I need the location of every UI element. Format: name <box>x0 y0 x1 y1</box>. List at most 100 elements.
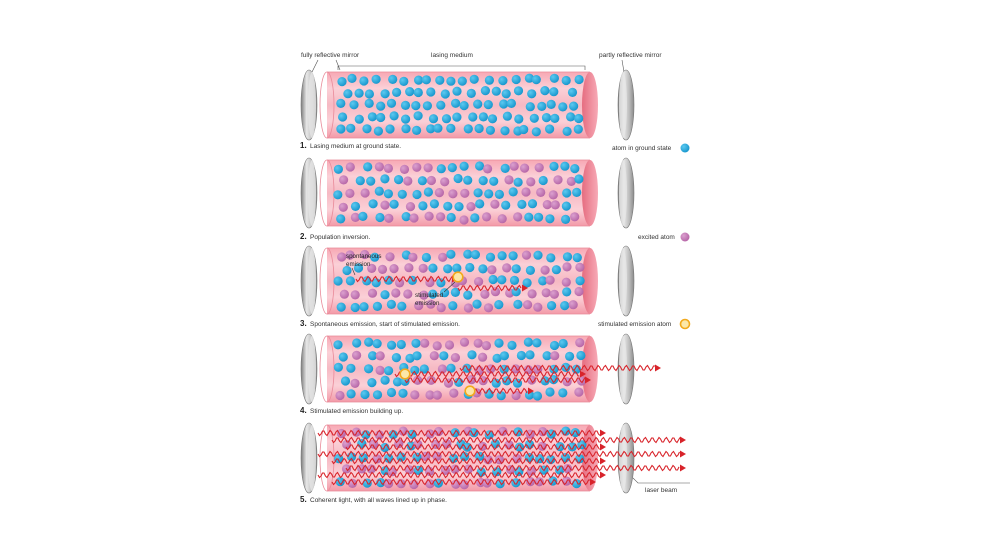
atom <box>368 199 378 209</box>
wave-arrowhead <box>528 387 534 395</box>
atom <box>470 250 480 260</box>
atom <box>337 252 347 262</box>
spontaneous-emission-annotation: spontaneous emission <box>346 253 381 276</box>
atom <box>388 430 398 440</box>
atom <box>463 290 473 300</box>
lasing-medium-tube <box>327 160 590 226</box>
atom <box>549 340 560 351</box>
atom <box>572 253 582 263</box>
atom <box>350 212 360 222</box>
caption-4: 4. Stimulated emission building up. <box>300 406 403 415</box>
ground-state-atom <box>364 89 374 99</box>
annotation-line: emission <box>415 300 440 307</box>
atom <box>396 339 406 350</box>
panel-number: 1. <box>300 141 307 150</box>
mirror-face <box>619 248 627 314</box>
atom <box>524 212 534 222</box>
atom <box>516 350 527 361</box>
ground-state-atom <box>459 101 469 111</box>
atom <box>404 465 414 475</box>
legend-laser-beam: laser beam <box>632 477 690 494</box>
atom <box>350 302 360 313</box>
atom <box>545 214 555 224</box>
atom <box>429 351 439 361</box>
atom <box>412 189 422 200</box>
atom <box>372 301 382 311</box>
tube-end-cap <box>582 72 598 138</box>
atom <box>372 339 382 349</box>
wave-arrowhead <box>680 464 686 472</box>
atom <box>541 288 551 298</box>
atom <box>428 263 438 273</box>
atom <box>408 252 418 262</box>
stimulated-emission-atom <box>464 385 476 397</box>
partly-reflective-mirror-label: partly reflective mirror <box>599 52 662 59</box>
annotation-leader <box>351 267 356 276</box>
atom <box>372 390 383 400</box>
ground-state-atom <box>337 77 347 87</box>
atom <box>434 426 444 437</box>
atom <box>342 265 352 276</box>
atom <box>549 375 559 385</box>
ground-state-atom <box>525 102 535 112</box>
atom <box>421 252 431 263</box>
ground-state-atom <box>336 98 346 108</box>
atom <box>523 337 534 347</box>
atom <box>419 364 429 374</box>
atom <box>483 164 493 174</box>
atom <box>448 189 458 199</box>
atom <box>426 375 436 385</box>
atom <box>387 340 397 350</box>
atom <box>513 212 523 222</box>
atom <box>463 303 473 313</box>
atom <box>380 375 390 385</box>
atom <box>333 362 343 372</box>
atom <box>484 430 494 440</box>
mirror-face <box>619 160 627 226</box>
atom <box>360 389 370 400</box>
atom <box>409 213 419 223</box>
atom <box>562 262 572 272</box>
light-wave <box>459 364 655 372</box>
atom <box>391 288 401 298</box>
atom <box>562 287 572 297</box>
atom <box>333 164 343 174</box>
atom <box>521 187 531 197</box>
ground-state-atom <box>558 102 568 112</box>
atom <box>374 162 384 172</box>
light-wave <box>331 478 590 486</box>
atom <box>488 274 498 285</box>
ground-state-atom <box>524 73 535 83</box>
atom <box>460 188 470 198</box>
atom <box>487 265 497 275</box>
ground-state-atom <box>421 75 431 85</box>
atom <box>508 187 518 197</box>
atom <box>405 202 416 212</box>
ground-state-atom <box>401 124 411 134</box>
mirror-face <box>308 248 316 314</box>
ground-state-atom <box>405 87 415 97</box>
ground-state-atom <box>562 126 572 136</box>
atom <box>397 189 407 199</box>
laser-beam-leader <box>632 477 690 484</box>
wave-arrowhead <box>655 364 661 372</box>
atom <box>345 188 355 198</box>
tube-end-cap <box>582 248 598 314</box>
ground-state-atom <box>545 124 555 134</box>
panel-4 <box>300 333 661 405</box>
atom <box>459 215 469 225</box>
atom <box>484 189 494 199</box>
atom <box>353 263 364 273</box>
atom <box>417 176 427 186</box>
atom <box>475 161 485 171</box>
atom <box>483 303 494 313</box>
atom <box>501 200 511 210</box>
atom <box>439 351 449 361</box>
panel-caption: Coherent light, with all waves lined up … <box>310 497 447 504</box>
ground-state-atom <box>392 87 402 97</box>
atom <box>394 175 404 185</box>
atom <box>364 337 374 347</box>
atom <box>553 175 563 185</box>
legend-stimulated-atom: stimulated emission atom <box>598 318 691 330</box>
ground-state-atom <box>573 124 583 134</box>
